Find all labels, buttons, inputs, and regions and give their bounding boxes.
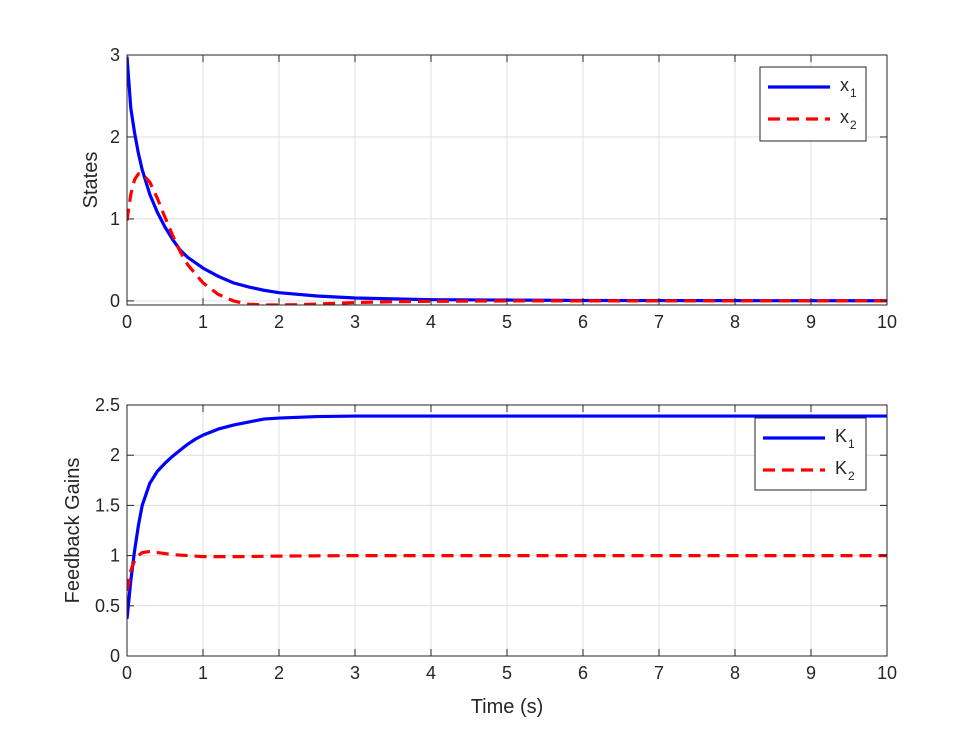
y-tick-label: 2.5	[95, 395, 120, 415]
x-tick-label: 5	[502, 663, 512, 683]
x-tick-label: 5	[502, 312, 512, 332]
y-tick-label: 0.5	[95, 596, 120, 616]
y-tick-label: 1	[110, 546, 120, 566]
y-tick-label: 1	[110, 209, 120, 229]
series-line-k2	[127, 549, 887, 592]
x-tick-label: 4	[426, 663, 436, 683]
x-tick-label: 9	[806, 312, 816, 332]
x-tick-label: 8	[730, 312, 740, 332]
x-tick-label: 2	[274, 663, 284, 683]
subplot-2: 0 1 2 3 4 5 6 7 8 9 10 0 0.5 1 1.5 2 2.5 Feedback Gains Ti…	[62, 395, 897, 718]
x-tick-label: 10	[877, 663, 897, 683]
legend-box	[759, 66, 867, 142]
x-tick-label: 3	[350, 663, 360, 683]
x-tick-label: 0	[122, 312, 132, 332]
x-tick-label: 6	[578, 663, 588, 683]
y-tick-label: 0	[110, 646, 120, 666]
legend-box	[754, 417, 867, 491]
x-tick-label: 3	[350, 312, 360, 332]
x-tick-label: 4	[426, 312, 436, 332]
legend-subscript: 2	[848, 469, 855, 483]
x-tick-label: 7	[654, 312, 664, 332]
x-tick-label: 7	[654, 663, 664, 683]
y-tick-label: 1.5	[95, 495, 120, 515]
x-axis-label: Time (s)	[471, 696, 544, 718]
x-tick-label: 2	[274, 312, 284, 332]
x-tick-label: 8	[730, 663, 740, 683]
legend-subscript: 2	[850, 118, 857, 132]
y-axis-label: States	[80, 152, 102, 209]
x-tick-label: 9	[806, 663, 816, 683]
y-tick-label: 0	[110, 291, 120, 311]
series-line-x2	[127, 172, 887, 305]
y-tick-label: 3	[110, 45, 120, 65]
x-tick-label: 6	[578, 312, 588, 332]
series-line-k1	[127, 414, 887, 620]
x-tick-label: 0	[122, 663, 132, 683]
y-tick-label: 2	[110, 445, 120, 465]
legend-subscript: 1	[850, 86, 857, 100]
x-tick-label: 10	[877, 312, 897, 332]
x-tick-label: 1	[198, 312, 208, 332]
legend-subscript: 1	[848, 437, 855, 451]
y-axis-label: Feedback Gains	[62, 458, 84, 604]
y-tick-label: 2	[110, 127, 120, 147]
x-tick-label: 1	[198, 663, 208, 683]
